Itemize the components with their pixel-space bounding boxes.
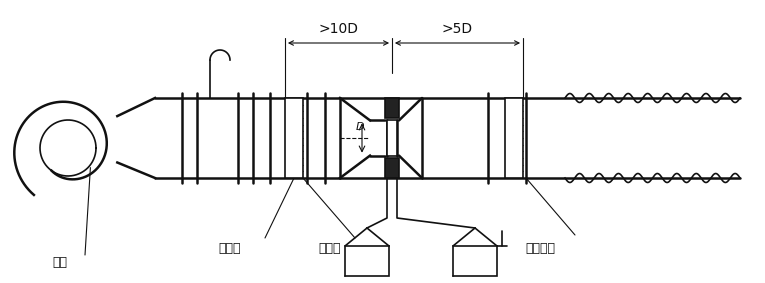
Bar <box>505 98 523 178</box>
Bar <box>385 158 399 178</box>
Text: 整流栅: 整流栅 <box>319 241 341 254</box>
Bar <box>285 98 303 178</box>
Text: 风机: 风机 <box>53 256 67 269</box>
Bar <box>453 246 497 276</box>
Bar <box>387 120 397 156</box>
Bar <box>385 98 399 118</box>
Text: 节流器: 节流器 <box>219 241 241 254</box>
Text: D: D <box>356 122 364 132</box>
Bar <box>345 246 389 276</box>
Text: 测压仪器: 测压仪器 <box>525 241 555 254</box>
Text: >5D: >5D <box>442 22 473 36</box>
Text: >10D: >10D <box>318 22 359 36</box>
